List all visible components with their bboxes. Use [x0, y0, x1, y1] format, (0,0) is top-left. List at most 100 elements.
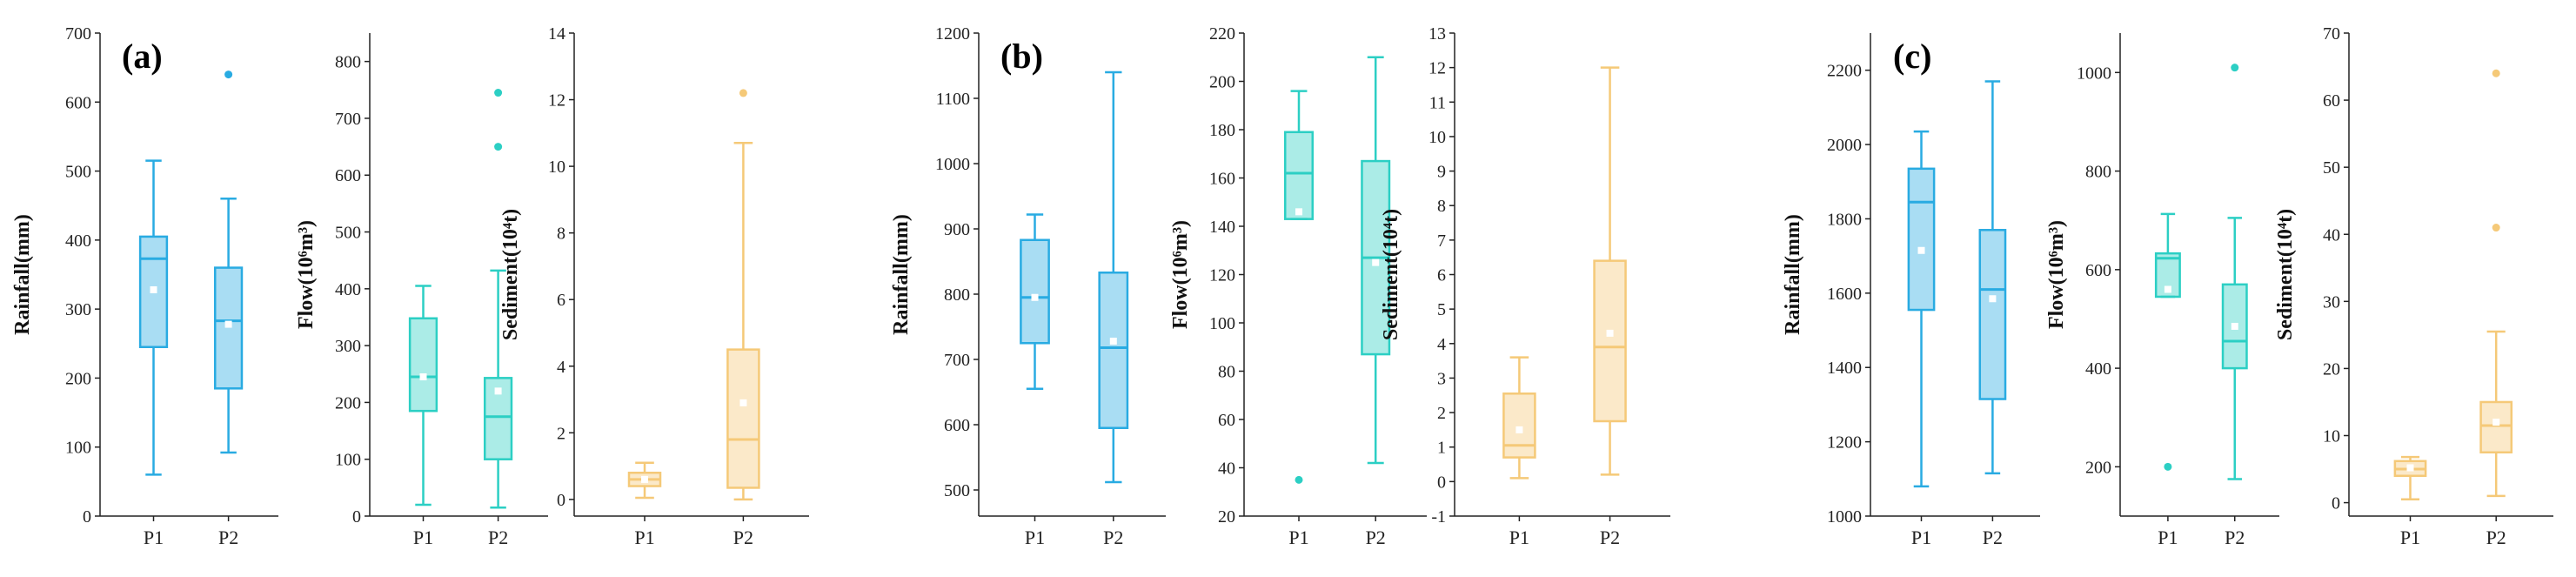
chart-4-box-p1-mean-marker	[1295, 208, 1302, 216]
chart-8-ytick-label: 10	[2323, 427, 2340, 446]
chart-2-box-p2-mean-marker	[739, 399, 747, 406]
chart-6-ytick-label: 1200	[1827, 433, 1862, 453]
chart-5-ytick-label: 3	[1437, 369, 1446, 388]
chart-1-ytick-label: 400	[335, 280, 361, 299]
chart-4-ytick-label: 180	[1209, 121, 1235, 140]
chart-6-box-p2-mean-marker	[1989, 295, 1997, 303]
chart-7-box-p1-iqr-box	[2154, 252, 2181, 299]
chart-5-box-p2-mean-marker	[1606, 329, 1614, 337]
chart-0-ytick-label: 400	[65, 231, 91, 251]
chart-8-xtick-label: P2	[2486, 527, 2506, 548]
chart-4-ytick-label: 60	[1218, 411, 1235, 430]
chart-5-ytick-label: 2	[1437, 404, 1446, 423]
chart-2-xtick-label: P2	[733, 527, 753, 548]
chart-7-ytick-label: 400	[2085, 359, 2111, 379]
chart-0-xtick-label: P1	[144, 527, 164, 548]
chart-3-ytick-label: 800	[944, 285, 970, 305]
chart-2-box-p2-iqr-box	[726, 348, 760, 489]
chart-6-y-axis-title: Rainfall(mm)	[1782, 214, 1804, 335]
chart-4-ytick-label: 80	[1218, 363, 1235, 382]
chart-1-box-p1-mean-marker	[419, 373, 427, 381]
chart-8-box-p2-outlier-point	[2492, 224, 2500, 232]
chart-0-ytick-label: 200	[65, 369, 91, 388]
chart-5-box-p1-iqr-box	[1502, 392, 1536, 459]
chart-0-box-p2-iqr-box	[213, 266, 244, 390]
chart-5-ytick-label: 9	[1437, 163, 1446, 182]
chart-7-box-p1-mean-marker	[2164, 285, 2171, 293]
chart-8-ytick-label: 40	[2323, 225, 2340, 245]
chart-3-ytick-label: 900	[944, 220, 970, 239]
chart-5-ytick-label: 13	[1429, 24, 1446, 44]
chart-6-ytick-label: 2000	[1827, 136, 1862, 155]
chart-0-ytick-label: 300	[65, 300, 91, 319]
chart-3-ytick-label: 500	[944, 481, 970, 500]
chart-3-box-p2-iqr-box	[1098, 272, 1129, 429]
chart-7-box-p2-outlier-point	[2231, 64, 2239, 72]
chart-4-y-axis-title: Flow(10⁶m³)	[1169, 220, 1192, 329]
chart-7-xtick-label: P2	[2225, 527, 2245, 548]
chart-0-ytick-label: 500	[65, 163, 91, 182]
chart-0-box-p2-mean-marker	[224, 320, 232, 328]
chart-2-ytick-label: 12	[548, 91, 565, 111]
chart-5-ytick-label: 1	[1437, 439, 1446, 458]
chart-6-xtick-label: P1	[1911, 527, 1931, 548]
chart-5-box-p2-iqr-box	[1593, 259, 1627, 423]
chart-2-ytick-label: 6	[557, 291, 565, 310]
chart-3-ytick-label: 700	[944, 351, 970, 370]
chart-5-ytick-label: -1	[1431, 507, 1446, 527]
chart-1-xtick-label: P2	[488, 527, 508, 548]
chart-1-ytick-label: 200	[335, 393, 361, 413]
chart-6-ytick-label: 1800	[1827, 210, 1862, 229]
chart-2-ytick-label: 14	[548, 24, 565, 44]
chart-1-box-p1-iqr-box	[408, 317, 438, 413]
chart-7-y-axis-title: Flow(10⁶m³)	[2045, 220, 2068, 329]
chart-8-box-p2-outlier-point	[2492, 69, 2500, 77]
chart-8-ytick-label: 20	[2323, 359, 2340, 379]
chart-3-xtick-label: P2	[1103, 527, 1123, 548]
chart-8-y-axis-title: Sediment(10⁴t)	[2274, 209, 2297, 340]
chart-6-box-p2-iqr-box	[1978, 229, 2007, 400]
chart-2-ytick-label: 2	[557, 424, 565, 443]
chart-4-box-p2-mean-marker	[1372, 258, 1380, 266]
chart-8-ytick-label: 60	[2323, 91, 2340, 111]
chart-3-ytick-label: 600	[944, 416, 970, 435]
chart-4-ytick-label: 200	[1209, 73, 1235, 92]
chart-7-ytick-label: 600	[2085, 261, 2111, 280]
chart-0-ytick-label: 0	[83, 507, 91, 527]
chart-7-xtick-label: P1	[2158, 527, 2178, 548]
chart-2-box-p1-mean-marker	[641, 475, 648, 483]
chart-4-ytick-label: 100	[1209, 314, 1235, 333]
chart-4-box-p1-iqr-box	[1284, 131, 1314, 220]
chart-6-ytick-label: 1000	[1827, 507, 1862, 527]
chart-2-ytick-label: 0	[557, 491, 565, 510]
chart-8-ytick-label: 0	[2332, 494, 2340, 513]
chart-0-y-axis-title: Rainfall(mm)	[11, 214, 34, 335]
chart-4-xtick-label: P1	[1288, 527, 1308, 548]
chart-5-y-axis-title: Sediment(10⁴t)	[1380, 209, 1402, 340]
panel-label: (c)	[1893, 37, 1931, 76]
chart-5-ytick-label: 0	[1437, 473, 1446, 492]
chart-3-ytick-label: 1100	[936, 90, 970, 109]
chart-5-ytick-label: 6	[1437, 266, 1446, 285]
chart-3-ytick-label: 1000	[935, 155, 970, 174]
chart-8-box-p2-mean-marker	[2492, 419, 2500, 426]
chart-8-box-p2-iqr-box	[2479, 400, 2513, 454]
chart-6-xtick-label: P2	[1983, 527, 2003, 548]
chart-6-box-p1-mean-marker	[1917, 246, 1925, 254]
chart-2-ytick-label: 10	[548, 158, 565, 177]
chart-6-ytick-label: 1600	[1827, 285, 1862, 304]
chart-1-xtick-label: P1	[413, 527, 433, 548]
chart-0-ytick-label: 100	[65, 439, 91, 458]
chart-3-box-p2-mean-marker	[1109, 338, 1117, 345]
chart-4-xtick-label: P2	[1366, 527, 1386, 548]
chart-4-ytick-label: 40	[1218, 460, 1235, 479]
chart-5-ytick-label: 10	[1429, 128, 1446, 147]
chart-3-y-axis-title: Rainfall(mm)	[890, 214, 913, 335]
chart-1-ytick-label: 100	[335, 451, 361, 470]
chart-1-y-axis-title: Flow(10⁶m³)	[295, 220, 318, 329]
chart-5-ytick-label: 8	[1437, 197, 1446, 216]
chart-5-ytick-label: 11	[1429, 93, 1446, 112]
chart-8-box-p1-mean-marker	[2406, 464, 2414, 472]
chart-1-ytick-label: 600	[335, 166, 361, 185]
